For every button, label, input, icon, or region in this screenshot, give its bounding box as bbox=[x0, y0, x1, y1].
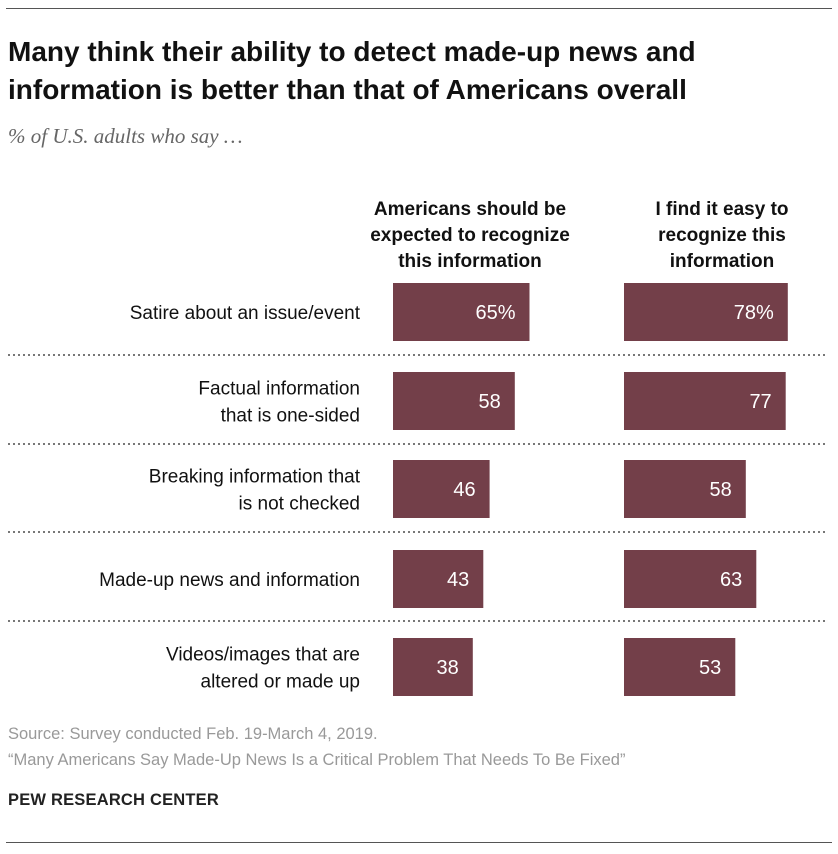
value-label-series-1-row-3: 46 bbox=[453, 479, 475, 501]
bottom-rule bbox=[6, 842, 832, 843]
bar-series-2-row-5 bbox=[624, 638, 736, 696]
brand-name: PEW RESEARCH CENTER bbox=[8, 791, 219, 809]
category-label-3-line-1: Breaking information that bbox=[149, 467, 361, 488]
value-label-series-1-row-1: 65% bbox=[475, 302, 515, 324]
value-label-series-2-row-1: 78% bbox=[734, 302, 774, 324]
bar-series-2-row-4 bbox=[624, 550, 757, 608]
chart-title-line-2: information is better than that of Ameri… bbox=[8, 74, 687, 105]
series-header-2-line-3: information bbox=[670, 251, 775, 272]
chart: Americans should be expected to recognize… bbox=[8, 199, 826, 696]
bar-series-1-row-4 bbox=[393, 550, 484, 608]
bar-series-1-row-1 bbox=[393, 283, 530, 341]
bar-series-1-row-2 bbox=[393, 372, 515, 430]
category-label-5-line-2: altered or made up bbox=[201, 672, 361, 693]
value-label-series-2-row-5: 53 bbox=[699, 657, 721, 679]
series-header-1-line-1: Americans should be bbox=[374, 199, 566, 220]
chart-title-line-1: Many think their ability to detect made-… bbox=[8, 36, 696, 67]
value-label-series-1-row-2: 58 bbox=[479, 391, 501, 413]
bar-series-2-row-2 bbox=[624, 372, 786, 430]
category-label-2-line-1: Factual information bbox=[198, 379, 360, 400]
chart-title: Many think their ability to detect made-… bbox=[8, 33, 828, 109]
bar-series-2-row-1 bbox=[624, 283, 788, 341]
top-rule bbox=[6, 8, 832, 9]
series-header-1-line-2: expected to recognize bbox=[370, 225, 570, 246]
category-label-3-line-2: is not checked bbox=[239, 494, 360, 515]
value-label-series-1-row-4: 43 bbox=[447, 569, 469, 591]
value-label-series-2-row-2: 77 bbox=[749, 391, 771, 413]
value-label-series-2-row-3: 58 bbox=[710, 479, 732, 501]
category-label-1-line-1: Satire about an issue/event bbox=[130, 303, 361, 324]
category-label-5-line-1: Videos/images that are bbox=[166, 645, 360, 666]
chart-subtitle: % of U.S. adults who say … bbox=[8, 124, 243, 148]
bar-series-1-row-5 bbox=[393, 638, 473, 696]
category-label-2-line-2: that is one-sided bbox=[221, 406, 360, 427]
bar-series-2-row-3 bbox=[624, 460, 746, 518]
report-title-note: “Many Americans Say Made-Up News Is a Cr… bbox=[8, 751, 626, 769]
value-label-series-1-row-5: 38 bbox=[437, 657, 459, 679]
series-header-1-line-3: this information bbox=[398, 251, 542, 272]
series-header-2-line-2: recognize this bbox=[658, 225, 786, 246]
value-label-series-2-row-4: 63 bbox=[720, 569, 742, 591]
category-label-4-line-1: Made-up news and information bbox=[99, 570, 360, 591]
series-header-2-line-1: I find it easy to bbox=[655, 199, 788, 220]
source-note: Source: Survey conducted Feb. 19-March 4… bbox=[8, 725, 378, 743]
bar-series-1-row-3 bbox=[393, 460, 490, 518]
